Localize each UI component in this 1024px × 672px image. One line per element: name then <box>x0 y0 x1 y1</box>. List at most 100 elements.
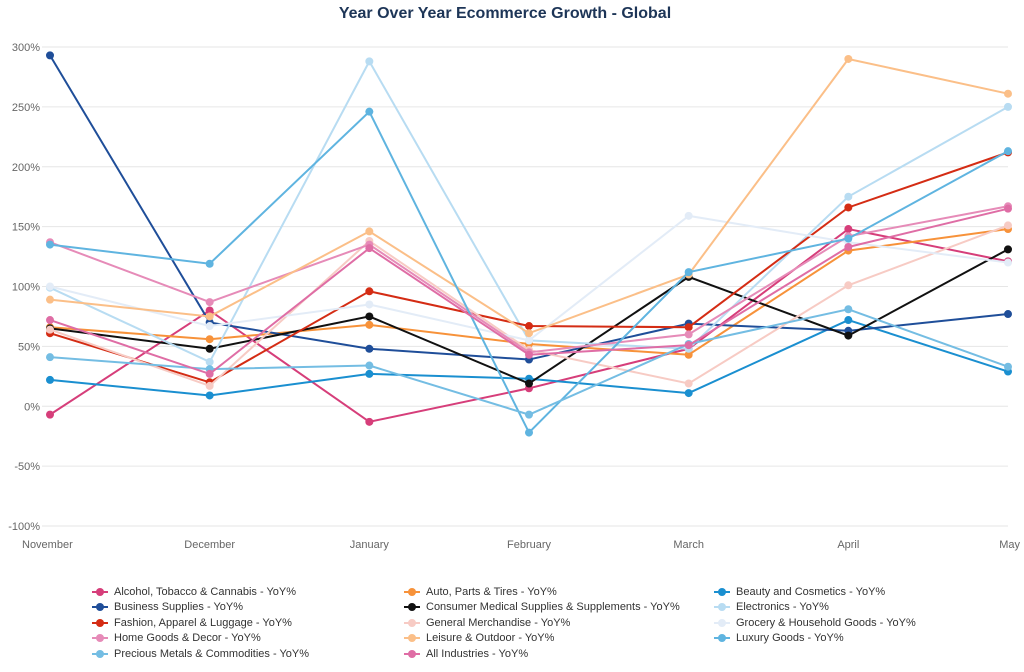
data-point <box>525 336 533 345</box>
data-point <box>365 107 374 116</box>
legend-item[interactable]: Leisure & Outdoor - YoY% <box>404 631 714 647</box>
legend-label: Beauty and Cosmetics - YoY% <box>736 585 886 598</box>
data-point <box>844 203 853 212</box>
legend-item[interactable]: Precious Metals & Commodities - YoY% <box>92 646 404 662</box>
y-tick-label: 300% <box>12 42 40 54</box>
data-point <box>46 295 54 304</box>
legend-item[interactable]: Home Goods & Decor - YoY% <box>92 631 404 647</box>
legend-label: Grocery & Household Goods - YoY% <box>736 616 916 629</box>
data-point <box>205 381 214 390</box>
legend-item[interactable]: Auto, Parts & Tires - YoY% <box>404 584 714 600</box>
y-tick-label: 50% <box>18 341 40 353</box>
data-point <box>205 357 214 366</box>
data-point <box>365 312 374 321</box>
data-point <box>205 312 214 321</box>
x-tick-label: February <box>507 539 552 551</box>
legend-marker-icon <box>404 633 420 643</box>
data-point <box>365 300 374 309</box>
legend-item[interactable]: All Industries - YoY% <box>404 646 714 662</box>
data-point <box>205 391 214 400</box>
y-tick-label: -50% <box>14 461 40 473</box>
data-point <box>684 330 693 339</box>
legend-item[interactable]: Fashion, Apparel & Luggage - YoY% <box>92 615 404 631</box>
legend-item[interactable]: Consumer Medical Supplies & Supplements … <box>404 600 714 616</box>
data-point <box>1004 204 1012 213</box>
data-point <box>205 322 214 331</box>
data-point <box>205 306 214 315</box>
legend-label: Auto, Parts & Tires - YoY% <box>426 585 557 598</box>
data-point <box>684 211 693 220</box>
legend-item[interactable]: Alcohol, Tobacco & Cannabis - YoY% <box>92 584 404 600</box>
data-point <box>365 227 374 236</box>
legend-label: General Merchandise - YoY% <box>426 616 571 629</box>
legend-marker-icon <box>404 618 420 628</box>
legend-label: Consumer Medical Supplies & Supplements … <box>426 601 680 614</box>
data-point <box>46 325 54 334</box>
data-point <box>525 350 533 359</box>
chart-title: Year Over Year Ecommerce Growth - Global <box>338 5 672 22</box>
legend-label: All Industries - YoY% <box>426 647 529 660</box>
legend-marker-icon <box>404 602 420 612</box>
data-point <box>205 369 214 378</box>
legend-label: Luxury Goods - YoY% <box>736 632 844 645</box>
legend-label: Fashion, Apparel & Luggage - YoY% <box>114 616 292 629</box>
legend-marker-icon <box>404 587 420 597</box>
legend-item[interactable]: Electronics - YoY% <box>714 600 994 616</box>
data-point <box>844 331 853 340</box>
data-point <box>525 428 533 437</box>
x-tick-label: January <box>350 539 390 551</box>
data-point <box>46 51 54 60</box>
data-point <box>365 57 374 66</box>
data-point <box>525 322 533 331</box>
data-point <box>46 353 54 362</box>
legend-item[interactable]: General Merchandise - YoY% <box>404 615 714 631</box>
data-point <box>205 344 214 353</box>
data-point <box>684 350 693 359</box>
legend-item[interactable]: Beauty and Cosmetics - YoY% <box>714 584 994 600</box>
legend-label: Precious Metals & Commodities - YoY% <box>114 647 310 660</box>
x-tick-label: March <box>673 539 704 551</box>
x-tick-label: May <box>999 539 1020 551</box>
data-point <box>1004 89 1012 98</box>
data-point <box>205 259 214 268</box>
data-point <box>844 234 853 243</box>
y-tick-label: 200% <box>12 162 40 174</box>
data-point <box>365 287 374 296</box>
data-point <box>365 244 374 253</box>
legend-marker-icon <box>92 587 108 597</box>
legend-marker-icon <box>92 649 108 659</box>
data-point <box>46 410 54 419</box>
data-point <box>844 192 853 201</box>
data-point <box>1004 102 1012 111</box>
series-line <box>49 214 1009 342</box>
legend-item[interactable]: Business Supplies - YoY% <box>92 600 404 616</box>
x-tick-label: December <box>184 539 235 551</box>
data-point <box>46 316 54 325</box>
y-tick-label: -100% <box>8 521 40 533</box>
data-point <box>1004 245 1012 254</box>
data-point <box>684 379 693 388</box>
series-line <box>49 57 1009 335</box>
data-point <box>844 242 853 251</box>
y-tick-label: 250% <box>12 102 40 114</box>
legend-item[interactable]: Grocery & Household Goods - YoY% <box>714 615 994 631</box>
legend-label: Leisure & Outdoor - YoY% <box>426 632 555 645</box>
data-point <box>844 305 853 314</box>
legend-marker-icon <box>92 618 108 628</box>
data-point <box>684 341 693 350</box>
legend-label: Alcohol, Tobacco & Cannabis - YoY% <box>114 585 297 598</box>
legend-marker-icon <box>714 618 730 628</box>
data-point <box>365 417 374 426</box>
data-point <box>1004 221 1012 230</box>
y-tick-label: 100% <box>12 282 40 294</box>
legend-marker-icon <box>92 602 108 612</box>
data-point <box>525 329 533 338</box>
data-point <box>365 344 374 353</box>
data-point <box>684 323 693 332</box>
legend-marker-icon <box>714 633 730 643</box>
data-point <box>844 54 853 63</box>
legend-item[interactable]: Luxury Goods - YoY% <box>714 631 994 647</box>
data-point <box>844 316 853 325</box>
data-point <box>46 375 54 384</box>
